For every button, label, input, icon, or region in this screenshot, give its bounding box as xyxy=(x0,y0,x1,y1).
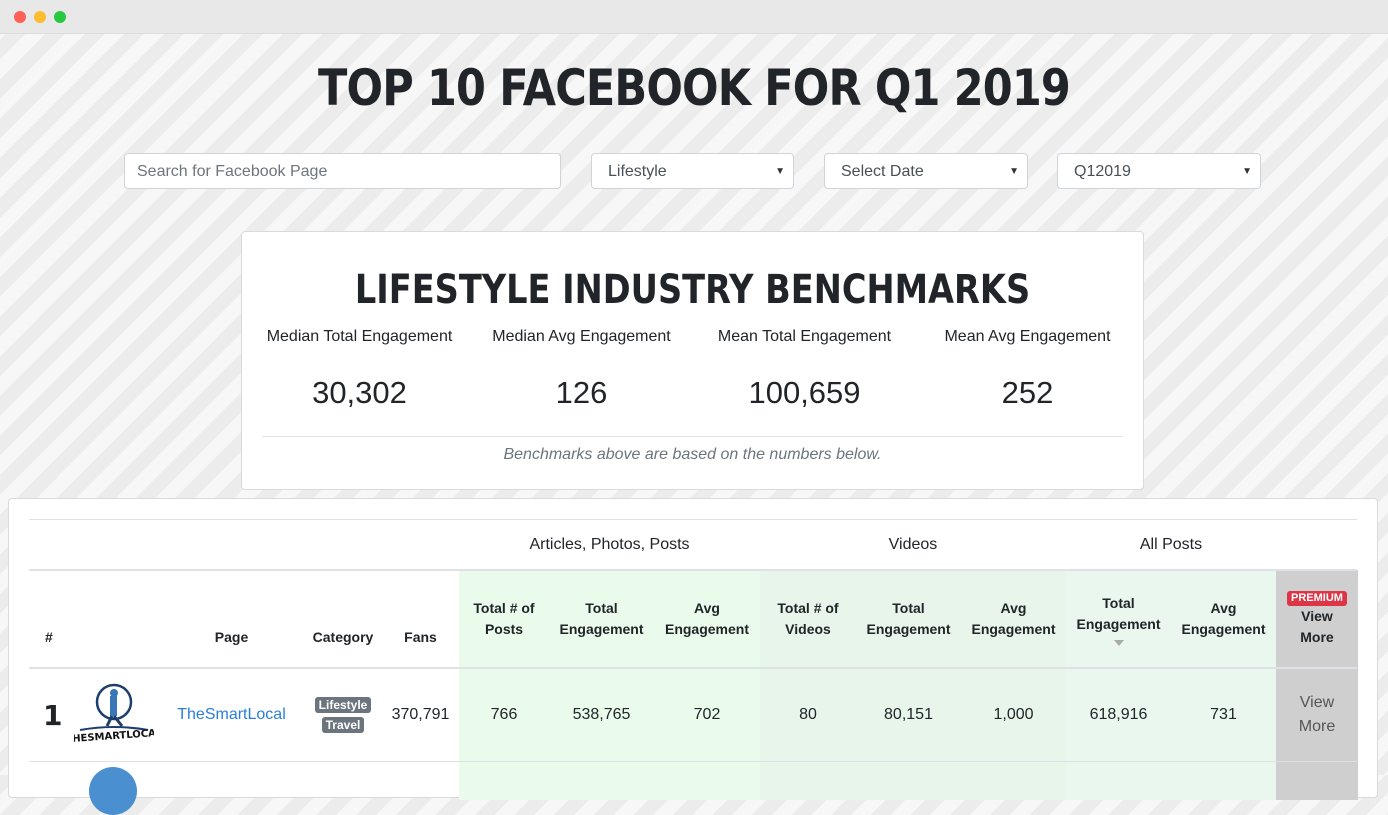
col-header-view-more-label: View More xyxy=(1300,607,1334,645)
sort-descending-icon xyxy=(1113,639,1124,646)
page-logo[interactable]: THESMARTLOCAL xyxy=(69,669,159,761)
metric-label: Median Total Engagement xyxy=(266,328,453,345)
row-all-avg: 731 xyxy=(1210,706,1237,723)
group-header-posts: Articles, Photos, Posts xyxy=(529,536,690,553)
chevron-down-icon: ▼ xyxy=(1009,166,1019,177)
col-header-videos-avg[interactable]: Avg Engagement xyxy=(971,600,1056,637)
row-posts-avg: 702 xyxy=(693,706,721,723)
category-badge: Travel xyxy=(321,717,365,733)
row-posts-engagement: 538,765 xyxy=(572,706,631,723)
row-border xyxy=(29,761,1357,762)
row-fans: 370,791 xyxy=(391,706,450,723)
category-select[interactable]: Lifestyle ▼ xyxy=(591,153,794,189)
page-title: TOP 10 FACEBOOK FOR Q1 2019 xyxy=(318,59,1071,117)
row-videos-avg: 1,000 xyxy=(993,706,1034,723)
row-rank: 1 xyxy=(43,698,63,732)
page-link[interactable]: TheSmartLocal xyxy=(159,669,304,761)
rankings-table: Articles, Photos, Posts Videos All Posts… xyxy=(8,498,1378,815)
col-header-fans[interactable]: Fans xyxy=(404,629,437,645)
col-header-posts-total[interactable]: Total # of Posts xyxy=(473,600,535,637)
col-header-view-more: PREMIUM View More xyxy=(1276,571,1358,667)
row-posts-total: 766 xyxy=(490,706,518,723)
maximize-window-button[interactable] xyxy=(54,11,66,23)
table-top-border xyxy=(29,519,1357,520)
close-window-button[interactable] xyxy=(14,11,26,23)
metric-value: 126 xyxy=(555,375,608,410)
group-header-videos: Videos xyxy=(888,536,938,553)
row-categories: Lifestyle Travel xyxy=(304,669,382,761)
page-link-text: TheSmartLocal xyxy=(177,706,286,723)
col-header-posts-engagement[interactable]: Total Engagement xyxy=(559,600,644,637)
date-select[interactable]: Select Date ▼ xyxy=(824,153,1028,189)
group-header-border xyxy=(29,569,1357,571)
benchmarks-card: LIFESTYLE INDUSTRY BENCHMARKS Median Tot… xyxy=(241,231,1144,490)
col-header-page[interactable]: Page xyxy=(214,629,249,645)
category-select-value: Lifestyle xyxy=(608,163,667,180)
chevron-down-icon: ▼ xyxy=(775,166,785,177)
metric-mean-total: Mean Total Engagement 100,659 xyxy=(693,326,916,412)
metric-mean-avg: Mean Avg Engagement 252 xyxy=(916,326,1139,412)
date-select-value: Select Date xyxy=(841,163,924,180)
benchmarks-title: LIFESTYLE INDUSTRY BENCHMARKS xyxy=(354,267,1031,313)
col-header-rank: # xyxy=(45,629,53,645)
metric-label: Mean Total Engagement xyxy=(717,328,892,345)
chevron-down-icon: ▼ xyxy=(1242,166,1252,177)
metric-median-avg: Median Avg Engagement 126 xyxy=(470,326,693,412)
logo-wordmark: THESMARTLOCAL xyxy=(74,728,154,746)
view-more-button[interactable]: View More xyxy=(1298,694,1336,735)
metric-value: 30,302 xyxy=(312,375,407,410)
window-titlebar xyxy=(0,0,1388,34)
metric-value: 100,659 xyxy=(748,375,861,410)
col-header-all-avg[interactable]: Avg Engagement xyxy=(1181,600,1266,637)
quarter-select[interactable]: Q12019 ▼ xyxy=(1057,153,1261,189)
col-header-posts-avg[interactable]: Avg Engagement xyxy=(664,600,749,637)
col-header-category[interactable]: Category xyxy=(312,629,374,645)
premium-badge: PREMIUM xyxy=(1287,590,1347,606)
next-row-logo[interactable] xyxy=(89,767,137,815)
quarter-select-value: Q12019 xyxy=(1074,163,1131,180)
metric-value: 252 xyxy=(1001,375,1054,410)
group-header-all-posts: All Posts xyxy=(1139,536,1203,553)
benchmarks-divider xyxy=(262,436,1123,437)
benchmarks-note: Benchmarks above are based on the number… xyxy=(503,446,882,463)
col-header-all-engagement-label: Total Engagement xyxy=(1076,594,1161,632)
search-input[interactable]: Search for Facebook Page xyxy=(124,153,561,189)
row-all-engagement: 618,916 xyxy=(1089,706,1148,723)
metric-median-total: Median Total Engagement 30,302 xyxy=(248,326,471,412)
row-videos-total: 80 xyxy=(799,706,817,723)
col-header-videos-total[interactable]: Total # of Videos xyxy=(777,600,839,637)
thesmartlocal-logo-icon: THESMARTLOCAL xyxy=(74,683,154,746)
col-header-videos-engagement[interactable]: Total Engagement xyxy=(866,600,951,637)
minimize-window-button[interactable] xyxy=(34,11,46,23)
row-videos-engagement: 80,151 xyxy=(884,706,933,723)
col-header-all-engagement[interactable]: Total Engagement xyxy=(1066,571,1171,667)
category-badge: Lifestyle xyxy=(314,697,372,713)
metric-label: Median Avg Engagement xyxy=(492,328,671,345)
metric-label: Mean Avg Engagement xyxy=(944,328,1111,345)
column-header-border xyxy=(29,667,1357,669)
